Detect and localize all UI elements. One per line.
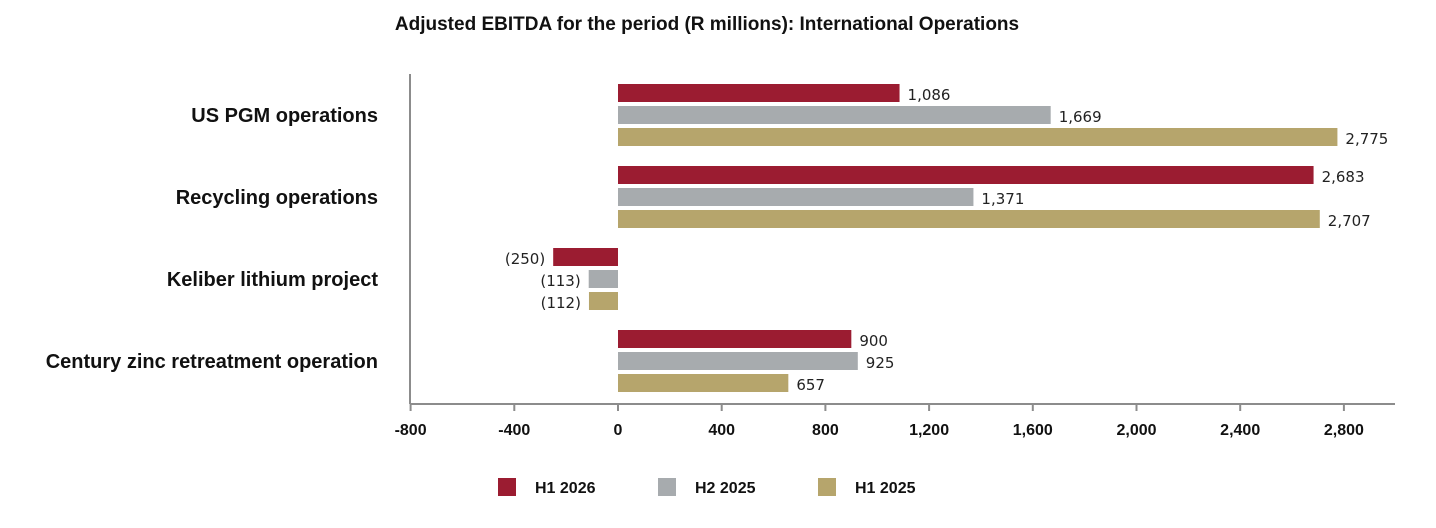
bar xyxy=(588,292,618,310)
data-label: 925 xyxy=(866,354,895,372)
data-label: 900 xyxy=(859,332,888,350)
data-label: (250) xyxy=(505,250,545,268)
data-label: 1,086 xyxy=(908,86,951,104)
bar xyxy=(618,188,974,206)
legend-swatch xyxy=(818,478,836,496)
x-tick-label: 2,800 xyxy=(1324,422,1364,439)
legend-label: H2 2025 xyxy=(695,480,756,497)
category-label: Century zinc retreatment operation xyxy=(46,351,378,373)
x-tick-label: -800 xyxy=(395,422,427,439)
category-label: US PGM operations xyxy=(191,105,378,127)
data-label: (113) xyxy=(540,272,580,290)
bar xyxy=(553,248,618,266)
bar xyxy=(618,166,1314,184)
x-tick-label: 400 xyxy=(708,422,735,439)
legend-label: H1 2025 xyxy=(855,480,916,497)
x-tick-label: -400 xyxy=(498,422,530,439)
bar xyxy=(618,84,900,102)
x-tick-label: 1,600 xyxy=(1013,422,1053,439)
x-tick-label: 800 xyxy=(812,422,839,439)
data-label: 2,683 xyxy=(1322,168,1365,186)
x-tick-label: 2,400 xyxy=(1220,422,1260,439)
legend-label: H1 2026 xyxy=(535,480,596,497)
bar xyxy=(618,210,1320,228)
x-tick-label: 0 xyxy=(614,422,623,439)
bar xyxy=(618,128,1338,146)
x-tick-label: 1,200 xyxy=(909,422,949,439)
x-tick-label: 2,000 xyxy=(1116,422,1156,439)
bar xyxy=(618,330,852,348)
data-label: (112) xyxy=(541,294,581,312)
data-label: 2,775 xyxy=(1345,130,1388,148)
bar xyxy=(588,270,618,288)
bar xyxy=(618,106,1051,124)
data-label: 2,707 xyxy=(1328,212,1371,230)
category-label: Recycling operations xyxy=(176,187,378,209)
data-label: 1,371 xyxy=(981,190,1024,208)
bar xyxy=(618,374,789,392)
bar xyxy=(618,352,858,370)
legend-swatch xyxy=(498,478,516,496)
chart-title: Adjusted EBITDA for the period (R millio… xyxy=(394,14,1020,35)
data-label: 657 xyxy=(796,376,825,394)
category-label: Keliber lithium project xyxy=(167,269,378,291)
legend-swatch xyxy=(658,478,676,496)
data-label: 1,669 xyxy=(1059,108,1102,126)
